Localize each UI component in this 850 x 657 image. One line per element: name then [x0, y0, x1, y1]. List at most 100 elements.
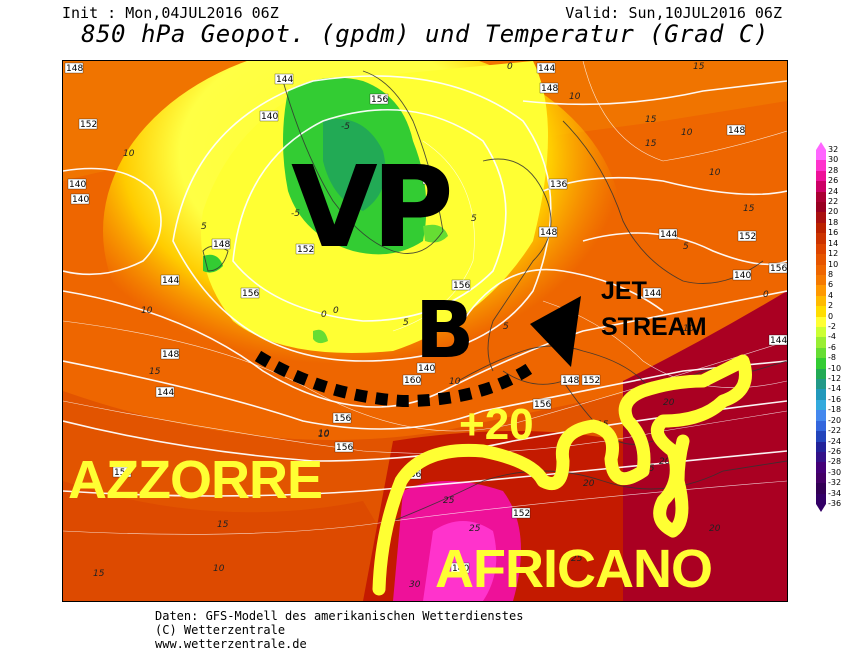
scale-swatch: [816, 306, 826, 318]
scale-swatch: [816, 160, 826, 172]
cold-pocket-east: [423, 224, 448, 243]
temperature-color-scale: [816, 142, 826, 512]
temp-label: 15: [149, 367, 161, 377]
scale-swatch: [816, 254, 826, 266]
scale-swatch: [816, 212, 826, 224]
geopot-label: 152: [739, 232, 756, 242]
footer-line-url[interactable]: www.wetterzentrale.de: [155, 637, 307, 651]
scale-swatch: [816, 202, 826, 213]
geopot-label: 152: [583, 376, 600, 386]
scale-label: 30: [828, 155, 839, 165]
scale-label: -2: [828, 322, 836, 331]
scale-labels: 32 30 28 26 24 22 20 18 16 14 12 10 8 6 4 2 0 -2 -4 -6 -8 -10…: [828, 146, 850, 508]
vp-label: VP: [291, 143, 450, 273]
scale-swatch: [816, 170, 826, 182]
scale-label: -20: [828, 415, 842, 425]
geopot-label: 148: [66, 64, 83, 74]
geopot-label: 140: [261, 112, 278, 122]
geopot-label: 152: [114, 468, 131, 478]
temp-label: 30: [409, 580, 421, 590]
temp-label: 10: [709, 168, 721, 178]
temp-label: 20: [583, 479, 595, 489]
map-title: 850 hPa Geopot. (gpdm) und Temperatur (G…: [81, 20, 769, 48]
weather-map-canvas: 148 144 140 152 156 144 148 140 152 136 …: [63, 61, 787, 601]
scale-label: 4: [828, 290, 834, 300]
scale-label: 20: [828, 207, 839, 217]
geopot-label: 136: [550, 180, 567, 190]
temp-label: 10: [318, 430, 330, 440]
geopot-label: 140: [72, 195, 89, 205]
scale-label: 6: [828, 280, 834, 290]
temp-label: 0: [321, 310, 327, 320]
geopot-label: 140: [69, 180, 86, 190]
scale-label: -4: [828, 332, 836, 342]
scale-label: 0: [828, 311, 834, 321]
scale-swatch: [816, 243, 826, 255]
scale-label: -22: [828, 426, 842, 436]
heat-core-pink: [423, 521, 497, 601]
temp-label: 20: [709, 524, 721, 534]
scale-swatch: [816, 222, 826, 234]
scale-swatch: [816, 264, 826, 276]
scale-label: 28: [828, 165, 839, 175]
scale-label: -32: [828, 478, 842, 488]
scale-swatch: [816, 462, 826, 474]
temp-label: 15: [743, 204, 755, 214]
jet-stream-arrowhead: [530, 296, 581, 367]
azzorre-label: AZZORRE: [68, 450, 322, 510]
temp-label: 10: [683, 324, 695, 334]
scale-swatch: [816, 441, 826, 453]
temp-label: 25: [469, 524, 481, 534]
scale-label: 16: [828, 228, 839, 238]
init-timestamp: Init : Mon,04JUL2016 06Z: [62, 4, 279, 22]
geopot-label: 148: [541, 84, 558, 94]
footer-line-data: Daten: GFS-Modell des amerikanischen Wet…: [155, 609, 524, 623]
b-label: B: [415, 286, 474, 376]
scale-swatch: [816, 233, 826, 245]
temp-label: 15: [645, 115, 657, 125]
scale-swatch: [816, 285, 826, 297]
temp-label: 10: [681, 128, 693, 138]
geopot-label: 156: [336, 443, 353, 453]
temp-label: 20: [659, 457, 671, 467]
geopot-label: 144: [770, 336, 787, 346]
geopot-label: 156: [334, 414, 351, 424]
geopot-label: 140: [734, 271, 751, 281]
geopot-label: 140: [452, 564, 469, 574]
temp-label: 5: [683, 242, 689, 252]
scale-label: -8: [828, 353, 836, 363]
scale-swatch: [816, 150, 826, 161]
temp-label: 10: [318, 429, 330, 439]
scale-bar: [816, 150, 826, 505]
temp-label: 25: [571, 554, 583, 564]
temp-label: 10: [213, 564, 225, 574]
scale-label: -30: [828, 467, 842, 477]
geopot-label: 152: [297, 245, 314, 255]
temp-label: 0: [333, 306, 339, 316]
temp-label: 10: [123, 149, 135, 159]
scale-swatch: [816, 347, 826, 359]
temp-label: 5: [471, 214, 477, 224]
geopot-label: 152: [424, 175, 441, 185]
scale-label: 2: [828, 301, 834, 311]
scale-label: -36: [828, 499, 842, 508]
scale-bottom-arrow: [816, 504, 826, 512]
cold-pocket-south: [313, 329, 328, 344]
scale-label: -10: [828, 363, 842, 373]
temp-label: 10: [449, 377, 461, 387]
geopot-label: 152: [80, 120, 97, 130]
scale-label: 8: [828, 269, 834, 279]
scale-swatch: [816, 316, 826, 328]
geopot-label: 144: [538, 64, 555, 74]
geopot-label: 144: [276, 75, 293, 85]
temp-label: 5: [403, 318, 409, 328]
scale-label: -16: [828, 394, 842, 404]
scale-swatch: [816, 337, 826, 349]
scale-swatch: [816, 327, 826, 338]
temp-label: 15: [217, 520, 229, 530]
footer-line-copyright: (C) Wetterzentrale: [155, 623, 286, 637]
geopot-label: 156: [453, 281, 470, 291]
scale-label: 32: [828, 145, 839, 154]
geopot-label: 140: [418, 364, 435, 374]
geopot-label-text: 148 144 140 152 156 144 148 140 152 136 …: [66, 64, 787, 574]
